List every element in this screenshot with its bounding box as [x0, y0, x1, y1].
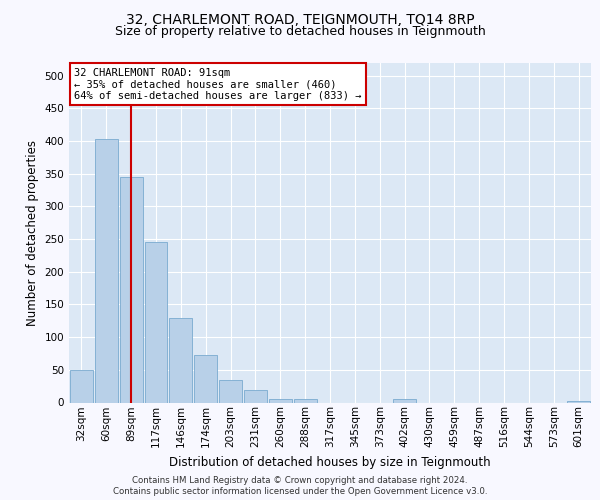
Bar: [567, 401, 590, 402]
Text: 32, CHARLEMONT ROAD, TEIGNMOUTH, TQ14 8RP: 32, CHARLEMONT ROAD, TEIGNMOUTH, TQ14 8R…: [125, 12, 475, 26]
Y-axis label: Number of detached properties: Number of detached properties: [26, 140, 39, 326]
X-axis label: Distribution of detached houses by size in Teignmouth: Distribution of detached houses by size …: [169, 456, 491, 468]
Text: 32 CHARLEMONT ROAD: 91sqm
← 35% of detached houses are smaller (460)
64% of semi: 32 CHARLEMONT ROAD: 91sqm ← 35% of detac…: [74, 68, 362, 101]
Bar: [294, 399, 317, 402]
Bar: [219, 380, 242, 402]
Bar: [95, 139, 118, 402]
Bar: [120, 177, 143, 402]
Bar: [269, 398, 292, 402]
Bar: [70, 370, 93, 402]
Text: Size of property relative to detached houses in Teignmouth: Size of property relative to detached ho…: [115, 25, 485, 38]
Bar: [393, 399, 416, 402]
Bar: [244, 390, 267, 402]
Bar: [169, 318, 192, 402]
Text: Contains public sector information licensed under the Open Government Licence v3: Contains public sector information licen…: [113, 487, 487, 496]
Bar: [194, 356, 217, 403]
Text: Contains HM Land Registry data © Crown copyright and database right 2024.: Contains HM Land Registry data © Crown c…: [132, 476, 468, 485]
Bar: [145, 242, 167, 402]
